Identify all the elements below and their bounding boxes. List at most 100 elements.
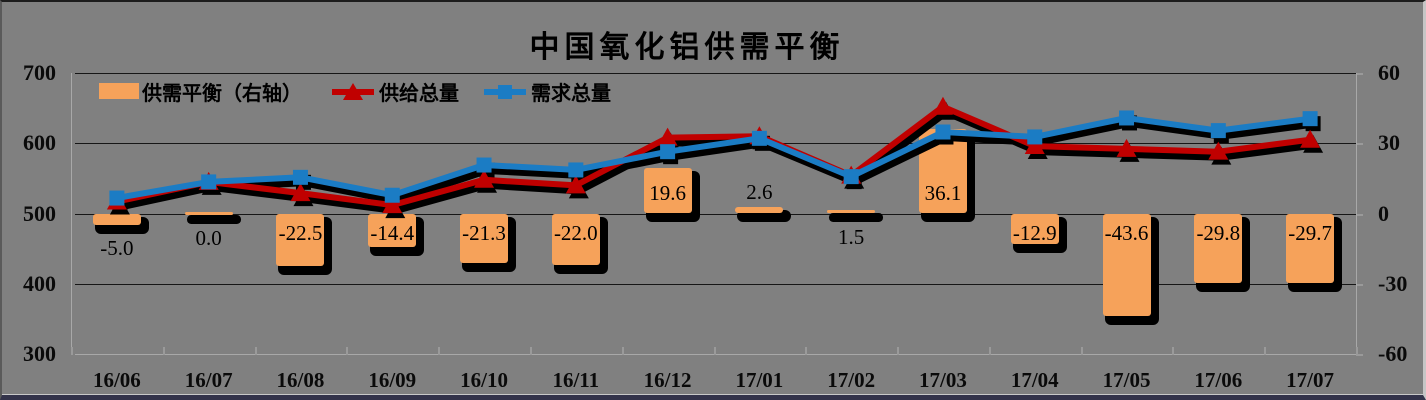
right-axis-tickmark (1356, 354, 1363, 356)
x-axis-tickmark (621, 347, 624, 355)
gridline-600 (75, 143, 1356, 145)
gridline-300 (75, 354, 1356, 355)
supply-line-marker (198, 171, 219, 190)
x-axis-tickmark (346, 347, 349, 355)
x-axis-label-17/02: 17/02 (827, 368, 876, 392)
x-axis-label-16/09: 16/09 (368, 368, 417, 392)
x-axis-label-16/11: 16/11 (552, 368, 600, 392)
supply-line-marker (565, 175, 586, 194)
supply-line-marker-shadow (660, 132, 681, 151)
demand-line-marker-shadow (1030, 134, 1046, 150)
supply-line-marker (749, 126, 770, 145)
x-axis-label-16/07: 16/07 (184, 368, 233, 392)
bar-label-17/02: 1.5 (838, 224, 865, 249)
demand-line-marker-shadow (1305, 116, 1321, 132)
supply-line-marker-shadow (1211, 146, 1232, 165)
bar-label-17/03: 36.1 (924, 180, 962, 205)
bar-17/07 (1286, 213, 1335, 284)
bar-label-16/08: -22.5 (278, 220, 323, 245)
left-axis-tick-700: 700 (23, 60, 56, 85)
supply-line-marker (1024, 136, 1045, 155)
legend-label-balance: 供需平衡（右轴） (142, 82, 302, 105)
demand-line-marker-shadow (387, 192, 403, 208)
bar-17/02 (827, 209, 876, 214)
x-axis-tickmark (1356, 347, 1358, 355)
demand-line-marker-shadow (571, 167, 587, 183)
x-axis-label-17/05: 17/05 (1102, 368, 1151, 392)
x-axis-tickmark (71, 347, 73, 355)
demand-line-marker-shadow (112, 195, 128, 211)
bar-17/01 (735, 207, 784, 214)
balance-bar-swatch-icon (99, 83, 139, 99)
x-axis-label-17/04: 17/04 (1010, 368, 1059, 392)
supply-line-marker-shadow (293, 188, 314, 207)
supply-line-marker-shadow (752, 131, 773, 150)
demand-line-marker-shadow (663, 149, 679, 165)
supply-line-marker-shadow (477, 174, 498, 193)
bar-17/04 (1010, 213, 1059, 244)
supply-line-marker-shadow (935, 101, 956, 120)
bar-label-16/07: 0.0 (195, 226, 222, 250)
bar-16/10 (460, 213, 509, 264)
left-axis-tick-600: 600 (23, 130, 56, 156)
x-axis-tickmark (897, 347, 900, 355)
supply-line-marker (1116, 138, 1137, 157)
bar-16/11 (551, 213, 600, 266)
right-axis-tick--30: -30 (1378, 270, 1408, 296)
right-axis-tick--60: -60 (1378, 341, 1408, 366)
legend-item-balance: 供需平衡（右轴） (99, 78, 302, 105)
x-axis-tickmark (438, 347, 441, 355)
x-axis-tickmark (988, 347, 991, 355)
bar-label-16/09: -14.4 (370, 220, 415, 245)
demand-line-marker (568, 162, 584, 178)
x-axis-label-16/06: 16/06 (92, 368, 141, 392)
legend-label-demand: 需求总量 (531, 82, 611, 105)
supply-line-marker-shadow (844, 170, 865, 189)
right-axis-tickmark (1356, 213, 1363, 216)
demand-line-marker (843, 169, 859, 185)
bar-16/09 (368, 213, 417, 248)
supply-line-marker-shadow (568, 180, 589, 199)
bar-16/06 (92, 213, 141, 226)
demand-line-marker (476, 157, 492, 173)
x-axis-label-17/06: 17/06 (1194, 368, 1243, 392)
demand-line-icon (484, 85, 526, 99)
bar-label-16/12: 19.6 (649, 180, 686, 205)
x-axis-tickmark (1264, 347, 1267, 355)
x-axis-tickmark (254, 347, 257, 355)
left-axis-tick-500: 500 (23, 200, 56, 226)
gridline-700 (75, 73, 1356, 74)
chart-title: 中国氧化铝供需平衡 (529, 31, 845, 64)
demand-line-marker-shadow (1122, 115, 1138, 131)
bar-label-16/11: -22.0 (553, 220, 598, 245)
supply-line (106, 96, 1321, 214)
x-axis-tickmark (162, 347, 165, 355)
supply-line-icon (332, 83, 374, 100)
x-axis-label-17/01: 17/01 (735, 368, 784, 392)
supply-line-marker-shadow (201, 176, 222, 195)
supply-line-marker (106, 191, 127, 210)
x-axis-label-16/08: 16/08 (276, 368, 325, 392)
x-axis-label-16/12: 16/12 (643, 368, 692, 392)
supply-line-marker-shadow (1119, 143, 1140, 162)
supply-line-marker (474, 169, 495, 188)
demand-line-marker (109, 190, 125, 206)
demand-line-marker (660, 144, 676, 160)
bar-label-17/05: -43.6 (1104, 220, 1149, 245)
supply-line-marker (382, 195, 403, 214)
demand-line-shadow (112, 115, 1321, 211)
legend-item-demand: 需求总量 (482, 78, 611, 105)
x-axis-tickmark (1080, 347, 1083, 355)
demand-line-marker (201, 174, 217, 190)
bar-17/06 (1194, 213, 1243, 284)
gridline-500 (75, 213, 1356, 215)
bar-label-17/07: -29.7 (1288, 220, 1332, 245)
supply-line-marker (290, 183, 311, 202)
bar-16/08 (276, 213, 325, 267)
bar-16/07 (184, 212, 233, 215)
left-axis-tick-300: 300 (23, 341, 56, 366)
x-axis-label-17/03: 17/03 (919, 368, 967, 392)
demand-line-marker-shadow (295, 174, 311, 190)
demand-line-marker (1119, 110, 1135, 126)
